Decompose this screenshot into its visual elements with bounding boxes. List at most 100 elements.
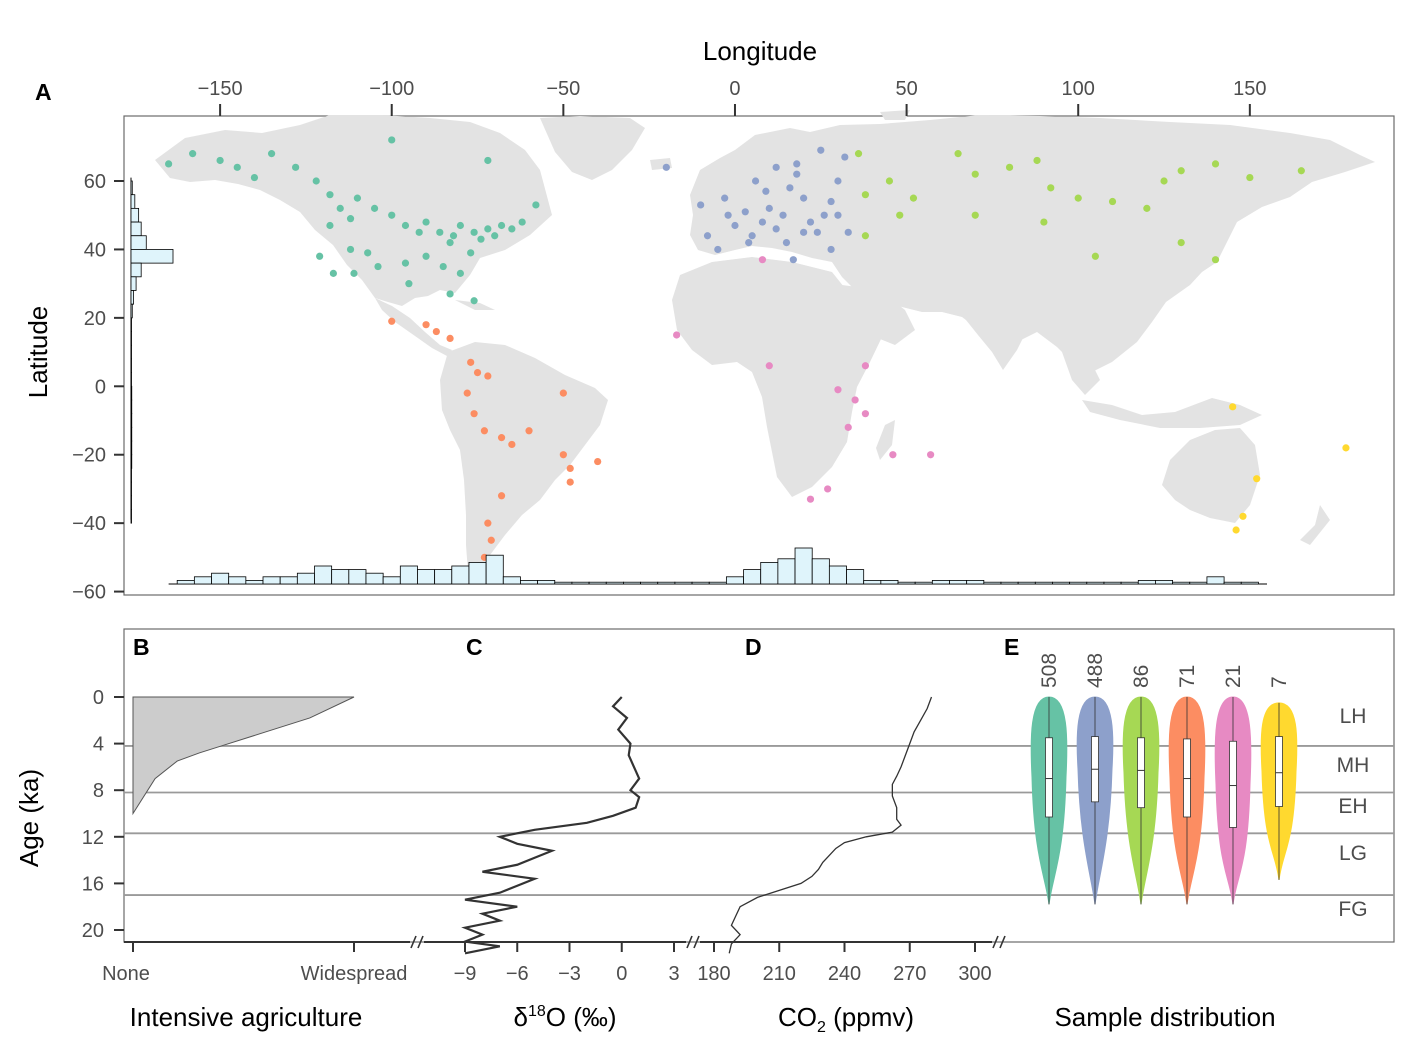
sample-point xyxy=(566,478,574,486)
co2-tick-label: 270 xyxy=(893,963,926,985)
sample-point xyxy=(446,290,454,298)
sample-point xyxy=(800,194,808,202)
sample-point xyxy=(432,327,440,336)
sample-point xyxy=(741,208,749,216)
sample-point xyxy=(861,410,870,418)
lon-hist-bar xyxy=(176,580,195,585)
lon-hist-bar xyxy=(1017,581,1036,585)
axis-break-mark xyxy=(686,935,693,949)
bottom-axes: None Widespread −9 −6 −3 0 3 180 210 240 270 300 xyxy=(102,935,1006,985)
sample-point xyxy=(1211,160,1220,168)
lat-hist-bar xyxy=(130,303,133,319)
sample-point xyxy=(1342,444,1350,452)
land-greenland xyxy=(540,116,645,180)
sample-point xyxy=(566,464,574,473)
lon-hist-bar xyxy=(880,580,899,585)
panel-d-co2 xyxy=(728,696,933,954)
lon-hist-bar xyxy=(1120,581,1139,585)
lon-hist-bar xyxy=(691,581,710,585)
lon-hist-bar xyxy=(605,581,624,585)
co2-title-suffix: (ppmv) xyxy=(826,1002,914,1032)
violin-count-label: 488 xyxy=(1084,653,1107,688)
land-eurasia xyxy=(690,115,1375,372)
d18o-title-sup: 18 xyxy=(528,1003,546,1020)
sample-point xyxy=(436,228,444,236)
d18o-tick-label: −3 xyxy=(558,963,581,985)
sample-point xyxy=(971,170,979,178)
sample-point xyxy=(748,232,756,240)
d18o-tick-label: 3 xyxy=(668,963,679,985)
sample-point xyxy=(824,485,832,493)
co2-tick-label: 300 xyxy=(958,963,991,985)
lon-hist-bar xyxy=(1069,581,1088,585)
sample-point xyxy=(1177,167,1185,175)
age-tick-label: 8 xyxy=(93,780,104,802)
lon-hist-bar xyxy=(1240,581,1259,585)
sample-point xyxy=(439,262,447,271)
co2-line xyxy=(728,696,933,954)
map-x-tick-label: −100 xyxy=(369,78,414,100)
sample-point xyxy=(487,536,495,544)
map-y-tick-label: 40 xyxy=(84,239,106,261)
land-arctic-islands xyxy=(880,110,910,120)
co2-tick-label: 240 xyxy=(828,963,861,985)
map-y-tick-label: 0 xyxy=(95,376,106,398)
sample-point xyxy=(326,191,334,199)
period-labels: LH MH EH LG FG xyxy=(1337,705,1370,921)
panel-label-d: D xyxy=(745,634,762,660)
sample-point xyxy=(422,321,430,329)
sample-point xyxy=(1177,238,1185,247)
sample-point xyxy=(1253,475,1261,483)
lon-hist-bar xyxy=(863,580,882,585)
sample-distribution-title: Sample distribution xyxy=(1054,1002,1275,1032)
lon-hist-bar xyxy=(931,580,950,585)
lat-hist-bar xyxy=(130,454,133,469)
axis-break-mark xyxy=(410,935,417,949)
sample-point xyxy=(721,194,729,202)
lon-hist-bar xyxy=(1223,581,1242,585)
lon-hist-bar xyxy=(502,576,521,585)
lat-hist-bar xyxy=(130,344,132,360)
map-y-tick-label: −40 xyxy=(72,513,106,535)
land-south-america xyxy=(440,342,608,575)
age-tick-label: 0 xyxy=(93,687,104,709)
age-tick-label: 16 xyxy=(82,873,104,895)
map-y-tick-label: 60 xyxy=(84,171,106,193)
sample-point xyxy=(456,221,464,230)
co2-tick-label: 180 xyxy=(697,963,730,985)
sample-point xyxy=(793,170,801,178)
land-new-zealand xyxy=(1300,505,1330,545)
sample-point xyxy=(233,163,241,171)
sample-point xyxy=(1246,173,1254,182)
agriculture-axis-title: Intensive agriculture xyxy=(130,1002,363,1032)
map-x-axis: −150 −100 −50 0 50 100 150 xyxy=(198,78,1267,116)
land-africa xyxy=(672,257,882,497)
lat-hist-bar xyxy=(130,276,137,291)
lat-hist-bar xyxy=(130,290,134,305)
map-x-tick-label: −50 xyxy=(546,78,580,100)
sample-point xyxy=(861,191,870,199)
age-tick-label: 4 xyxy=(93,734,104,756)
sample-point xyxy=(401,259,410,267)
sample-point xyxy=(765,362,773,370)
map-x-tick-label: 50 xyxy=(895,78,917,100)
sample-point xyxy=(250,173,259,182)
map-x-axis-title: Longitude xyxy=(703,36,817,66)
lat-hist-bar xyxy=(130,331,132,346)
panel-c-d18o xyxy=(460,696,641,955)
lon-hist-bar xyxy=(640,581,659,585)
sample-point xyxy=(470,228,478,236)
sample-point xyxy=(1108,197,1117,206)
period-label: MH xyxy=(1337,754,1370,777)
panel-label-a: A xyxy=(35,79,52,105)
lon-hist-bar xyxy=(314,565,333,585)
sample-point xyxy=(745,238,753,247)
lon-hist-bar xyxy=(1137,580,1156,585)
sample-point xyxy=(731,221,739,230)
sample-point xyxy=(484,519,492,527)
age-tick-label: 20 xyxy=(82,920,104,942)
sample-point xyxy=(1143,204,1151,212)
lat-hist-bar xyxy=(130,372,132,387)
sample-point xyxy=(165,160,173,168)
sample-point xyxy=(714,245,722,254)
